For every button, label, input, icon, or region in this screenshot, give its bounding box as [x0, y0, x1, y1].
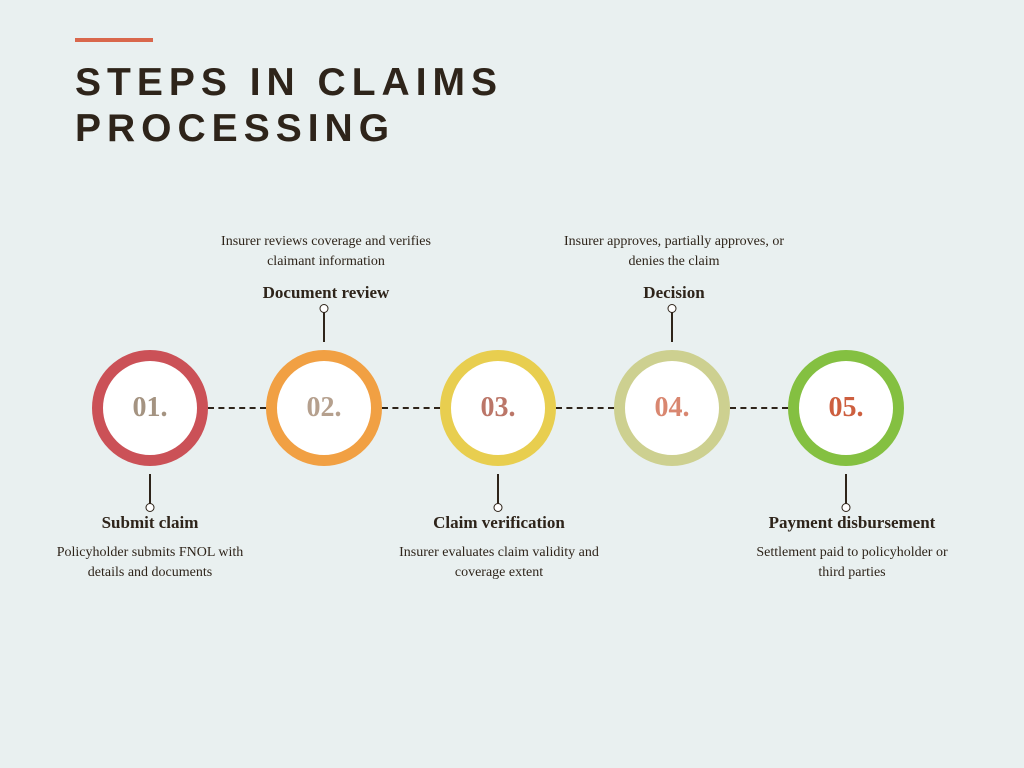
step-title: Decision	[558, 283, 790, 303]
step-number: 03.	[481, 392, 516, 424]
stem	[323, 312, 325, 342]
connector	[556, 407, 614, 409]
stem-dot	[320, 304, 329, 313]
page-title: STEPS IN CLAIMSPROCESSING	[75, 60, 503, 152]
circles-row: 01. 02. 03. 04. 05.	[92, 350, 904, 466]
step-description: Settlement paid to policyholder or third…	[742, 543, 962, 584]
stem-dot	[146, 503, 155, 512]
stem-dot	[668, 304, 677, 313]
stem	[149, 474, 151, 504]
step-description: Insurer reviews coverage and verifies cl…	[212, 232, 440, 273]
step-label-1: Submit claim Policyholder submits FNOL w…	[50, 513, 250, 584]
step-number: 05.	[829, 392, 864, 424]
step-circle-1: 01.	[92, 350, 208, 466]
step-title: Submit claim	[50, 513, 250, 533]
stem	[845, 474, 847, 504]
step-label-3: Claim verification Insurer evaluates cla…	[394, 513, 604, 584]
stem-dot	[842, 503, 851, 512]
step-title: Payment disbursement	[742, 513, 962, 533]
step-number: 02.	[307, 392, 342, 424]
connector	[208, 407, 266, 409]
stem	[497, 474, 499, 504]
step-title: Document review	[212, 283, 440, 303]
step-number: 01.	[133, 392, 168, 424]
stem	[671, 312, 673, 342]
step-circle-3: 03.	[440, 350, 556, 466]
step-circle-5: 05.	[788, 350, 904, 466]
step-label-2: Insurer reviews coverage and verifies cl…	[212, 232, 440, 303]
accent-line	[75, 38, 153, 42]
step-label-5: Payment disbursement Settlement paid to …	[742, 513, 962, 584]
step-number: 04.	[655, 392, 690, 424]
connector	[730, 407, 788, 409]
step-circle-2: 02.	[266, 350, 382, 466]
step-description: Insurer approves, partially approves, or…	[558, 232, 790, 273]
step-description: Policyholder submits FNOL with details a…	[50, 543, 250, 584]
step-circle-4: 04.	[614, 350, 730, 466]
step-description: Insurer evaluates claim validity and cov…	[394, 543, 604, 584]
step-label-4: Insurer approves, partially approves, or…	[558, 232, 790, 303]
stem-dot	[494, 503, 503, 512]
step-title: Claim verification	[394, 513, 604, 533]
connector	[382, 407, 440, 409]
